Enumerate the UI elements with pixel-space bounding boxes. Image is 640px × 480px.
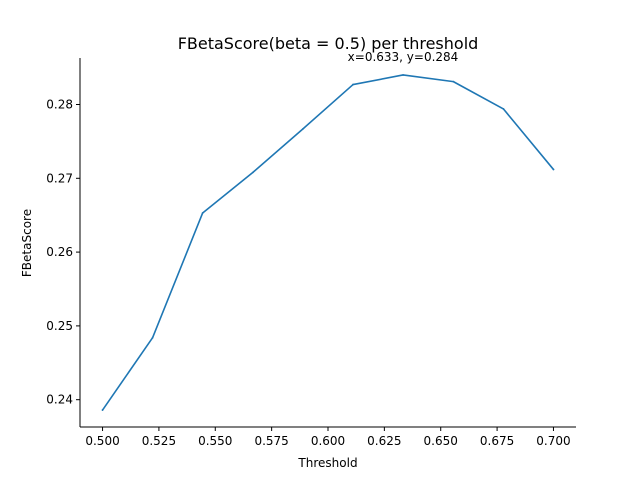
x-tick-label: 0.700 <box>536 434 570 448</box>
data-point <box>452 80 455 83</box>
x-tick-label: 0.650 <box>424 434 458 448</box>
x-axis-ticks: 0.500 0.525 0.550 0.575 0.600 0.625 0.650 0.675… <box>85 427 571 448</box>
x-tick-label: 0.600 <box>311 434 345 448</box>
axes <box>79 58 576 428</box>
x-tick-label: 0.550 <box>198 434 232 448</box>
x-tick-label: 0.500 <box>85 434 119 448</box>
data-point <box>352 83 354 86</box>
x-tick-label: 0.575 <box>254 434 288 448</box>
series-line-0 <box>101 74 555 411</box>
series-group <box>101 74 555 411</box>
y-axis-ticks: 0.24 0.25 0.26 0.27 0.28 <box>46 97 80 407</box>
x-tick-label: 0.675 <box>480 434 514 448</box>
x-tick-label: 0.625 <box>367 434 401 448</box>
data-point <box>302 127 304 130</box>
y-tick-label: 0.28 <box>46 97 73 111</box>
data-point <box>201 212 204 214</box>
y-tick-label: 0.25 <box>46 319 73 333</box>
x-tick-label: 0.525 <box>142 434 176 448</box>
y-tick-label: 0.27 <box>46 171 73 185</box>
data-point <box>552 168 555 171</box>
chart-title: FBetaScore(beta = 0.5) per threshold <box>178 34 479 53</box>
data-point <box>252 171 254 174</box>
x-axis-label: Threshold <box>297 456 357 470</box>
y-tick-label: 0.24 <box>46 393 73 407</box>
data-point <box>101 409 104 411</box>
data-point <box>402 74 404 76</box>
y-axis-label: FBetaScore <box>20 209 34 277</box>
annotation-max-point: x=0.633, y=0.284 <box>348 50 459 64</box>
data-point <box>151 336 154 339</box>
y-tick-label: 0.26 <box>46 245 73 259</box>
data-point <box>502 108 505 110</box>
